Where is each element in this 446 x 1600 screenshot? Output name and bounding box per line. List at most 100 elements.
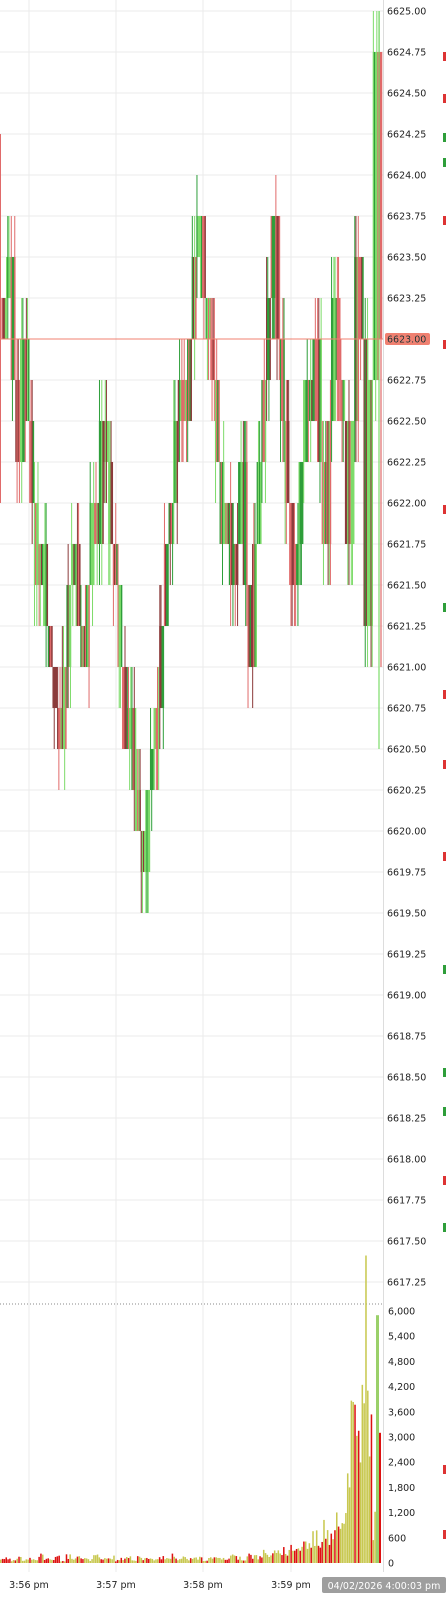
candle-body	[376, 52, 378, 380]
volume-bar	[32, 1559, 35, 1563]
volume-axis[interactable]: 6,000 5,400 4,800 4,200 3,600 3,000 2,400 1,800…	[388, 1307, 415, 1570]
candle-body	[59, 708, 61, 749]
candle-body	[167, 544, 169, 626]
volume-bar	[295, 1548, 298, 1563]
candle-body	[31, 421, 33, 503]
candle-body	[32, 421, 35, 503]
candle-body	[217, 380, 219, 462]
candle-body	[80, 626, 82, 667]
candle-body	[271, 216, 274, 298]
candle-body	[289, 503, 291, 585]
candle-body	[75, 544, 78, 626]
candle-body	[91, 503, 94, 585]
volume-bar	[122, 1560, 124, 1563]
volume-tick-label: 600	[388, 1533, 406, 1544]
edge-marker	[443, 1530, 446, 1539]
volume-bar	[224, 1559, 227, 1563]
last-price-label: 6623.00	[387, 335, 426, 346]
edge-marker	[443, 690, 446, 699]
candle-body	[328, 421, 331, 544]
candle-body	[304, 380, 306, 462]
candle-body	[89, 503, 91, 585]
price-tick-label: 6622.00	[387, 499, 426, 510]
volume-tick-label: 2,400	[388, 1458, 415, 1469]
candle-body	[166, 544, 168, 626]
volume-bar	[242, 1560, 245, 1563]
volume-bar	[357, 1430, 360, 1563]
candle-body	[122, 667, 124, 749]
volume-bar	[314, 1545, 316, 1563]
candle-body	[368, 380, 370, 626]
candle-body	[38, 544, 40, 585]
volume-bar	[193, 1557, 196, 1563]
candle-body	[234, 544, 237, 585]
candle-body	[66, 585, 68, 667]
volume-bar	[9, 1558, 11, 1563]
volume-bar	[177, 1560, 179, 1563]
candle-body	[192, 257, 195, 339]
candle-body	[184, 380, 187, 421]
volume-bar	[69, 1554, 71, 1563]
volume-bar	[286, 1555, 289, 1563]
price-tick-label: 6621.00	[387, 663, 426, 674]
volume-bar	[275, 1552, 278, 1563]
volume-bar	[350, 1400, 353, 1563]
volume-bar	[111, 1559, 113, 1563]
candle-body	[82, 626, 85, 667]
candle-body	[198, 216, 201, 257]
candle-body	[370, 380, 372, 626]
candle-body	[129, 708, 131, 749]
candle-body	[333, 298, 335, 421]
volume-bar	[376, 1315, 379, 1563]
candle-body	[314, 339, 317, 421]
candle-body	[196, 216, 198, 257]
volume-bar	[29, 1557, 31, 1563]
price-axis[interactable]: 6625.00 6624.75 6624.50 6624.25 6624.00 6623.…	[387, 7, 426, 1289]
gridlines	[0, 0, 384, 1572]
volume-bar	[27, 1559, 29, 1563]
candle-body	[240, 462, 242, 544]
candle-body	[377, 52, 379, 339]
time-axis[interactable]: 3:56 pm 3:57 pm 3:58 pm 3:59 pm 04/02/2026 4…	[9, 1577, 446, 1593]
volume-bar	[93, 1555, 95, 1563]
candle-body	[90, 503, 93, 585]
candle-body	[64, 667, 66, 749]
edge-marker	[443, 1068, 446, 1077]
volume-bar	[94, 1555, 97, 1563]
candle-body	[344, 421, 347, 544]
candle-body	[320, 339, 322, 462]
volume-bar	[281, 1555, 283, 1563]
volume-bar	[343, 1523, 345, 1563]
volume-bar	[126, 1557, 128, 1563]
edge-marker	[443, 1465, 446, 1474]
candle-body	[35, 503, 37, 585]
candle-body	[207, 298, 210, 339]
volume-bar	[204, 1560, 207, 1563]
candle-body	[178, 380, 181, 421]
candle-body	[224, 503, 226, 544]
candle-body	[364, 339, 367, 626]
volume-bar	[268, 1556, 270, 1563]
candle-body	[47, 626, 50, 667]
volume-bar	[166, 1558, 168, 1563]
candle-body	[61, 667, 64, 749]
candle-body	[226, 503, 228, 544]
volume-bar	[149, 1558, 152, 1563]
candle-body	[168, 503, 170, 544]
volume-bar	[319, 1547, 322, 1563]
edge-marker	[443, 340, 446, 349]
candle-body	[170, 503, 173, 544]
volume-bar	[80, 1558, 82, 1563]
volume-bar	[356, 1435, 358, 1563]
candle-body	[46, 544, 49, 626]
volume-bar	[142, 1560, 144, 1563]
volume-bar	[131, 1560, 134, 1563]
volume-bar	[34, 1560, 37, 1563]
volume-bar	[42, 1554, 44, 1563]
volume-bar	[146, 1557, 148, 1563]
candle-body	[321, 462, 324, 544]
candle-body	[139, 790, 141, 831]
volume-bar	[151, 1558, 154, 1563]
price-tick-label: 6623.50	[387, 253, 426, 264]
